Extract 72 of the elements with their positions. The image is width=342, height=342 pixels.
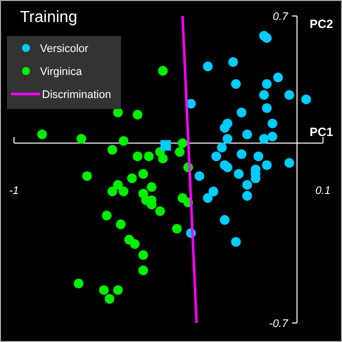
point	[127, 173, 137, 184]
point	[99, 285, 109, 295]
point	[254, 151, 264, 162]
point	[194, 171, 204, 181]
point	[262, 79, 272, 89]
x-axis-title: PC1	[310, 125, 334, 139]
x-tick-label: -1	[9, 185, 19, 197]
point	[236, 108, 246, 118]
point	[222, 134, 232, 144]
point	[262, 103, 272, 113]
point	[146, 182, 157, 192]
point	[172, 224, 182, 234]
point	[268, 132, 278, 142]
y-axis-title: PC2	[310, 17, 334, 31]
point	[107, 186, 118, 196]
point	[242, 130, 252, 140]
point	[130, 239, 140, 249]
point	[104, 294, 114, 304]
point	[113, 180, 123, 190]
point	[144, 151, 154, 162]
point	[284, 90, 294, 100]
point	[262, 160, 272, 170]
point	[284, 158, 294, 168]
point	[113, 285, 123, 295]
point	[259, 90, 269, 100]
point	[155, 206, 165, 216]
point	[132, 110, 142, 120]
point	[178, 138, 188, 148]
point	[202, 62, 213, 72]
point	[138, 250, 148, 260]
point	[268, 118, 278, 128]
point	[242, 180, 252, 190]
point	[262, 33, 272, 43]
point	[158, 154, 168, 164]
point	[74, 278, 84, 288]
point	[220, 215, 230, 225]
point	[211, 151, 222, 162]
y-tick-label: -0.7	[269, 318, 289, 330]
point	[138, 265, 148, 276]
point	[220, 122, 230, 133]
legend-label: Virginica	[40, 66, 83, 78]
point	[138, 169, 148, 179]
point	[118, 136, 128, 146]
point	[174, 147, 185, 157]
point	[160, 140, 171, 151]
point	[234, 169, 244, 179]
point	[202, 193, 213, 203]
point	[208, 186, 218, 196]
point	[37, 130, 47, 140]
point	[259, 134, 269, 144]
y-tick-label: 0.7	[272, 11, 289, 23]
point	[118, 186, 128, 196]
legend-label: Discrimination	[42, 89, 112, 101]
point	[132, 151, 142, 162]
point	[242, 190, 252, 201]
point	[273, 72, 283, 82]
point	[158, 66, 168, 76]
chart-title: Training	[20, 9, 78, 26]
point	[107, 144, 118, 155]
point	[236, 149, 246, 160]
point	[231, 79, 241, 89]
point	[228, 57, 238, 67]
point	[116, 219, 126, 230]
point	[222, 162, 232, 172]
point	[301, 94, 312, 104]
point	[102, 210, 112, 220]
point	[82, 171, 92, 181]
point	[76, 134, 86, 144]
x-tick-label: 0.1	[315, 185, 331, 197]
point	[231, 236, 241, 247]
point	[216, 142, 227, 152]
legend-label: Versicolor	[40, 43, 89, 55]
